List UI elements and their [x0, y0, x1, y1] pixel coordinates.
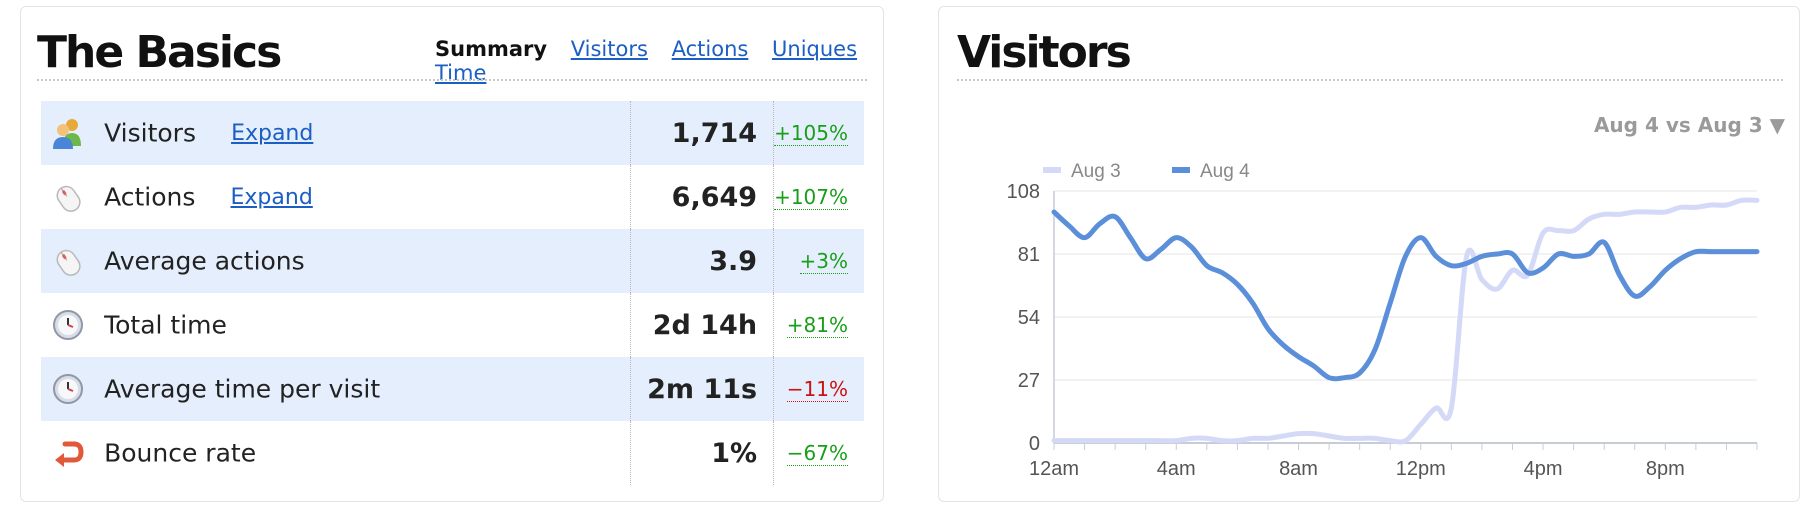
mouse-icon: [56, 249, 81, 276]
basics-nav: Summary Visitors Actions Uniques Time: [435, 37, 883, 85]
stats-table: Visitors Expand 1,714 +105% Actions Expa…: [41, 101, 864, 485]
clock-icon: [53, 374, 83, 404]
visitors-panel: Visitors Aug 4 vs Aug 3 ▼ 0 27 54 81 108 12am…: [938, 6, 1800, 502]
y-tick-label: 54: [1018, 307, 1040, 329]
expand-visitors-link[interactable]: Expand: [231, 120, 314, 146]
row-value: 3.9: [630, 229, 775, 293]
the-basics-panel: The Basics Summary Visitors Actions Uniq…: [20, 6, 884, 502]
date-compare-dropdown[interactable]: Aug 4 vs Aug 3 ▼: [1593, 113, 1785, 137]
nav-time-link[interactable]: Time: [435, 61, 487, 85]
legend-label: Aug 4: [1200, 161, 1250, 182]
users-icon: [53, 119, 81, 149]
nav-summary[interactable]: Summary: [435, 37, 548, 61]
stat-row-total-time: Total time 2d 14h +81%: [41, 293, 864, 357]
nav-actions-link[interactable]: Actions: [671, 37, 749, 61]
stat-row-average-time: Average time per visit 2m 11s −11%: [41, 357, 864, 421]
y-tick-label: 108: [1007, 181, 1040, 203]
row-value: 1%: [630, 421, 775, 485]
row-label: Average time per visit: [104, 374, 381, 404]
bounce-arrow-icon: [55, 441, 84, 467]
y-tick-label: 0: [1029, 433, 1040, 455]
legend-label: Aug 3: [1071, 161, 1121, 182]
row-label: Visitors: [104, 118, 196, 148]
panel-title: Visitors: [957, 27, 1132, 78]
x-tick-label: 8am: [1279, 458, 1318, 480]
row-change: +107%: [774, 185, 848, 210]
nav-uniques-link[interactable]: Uniques: [772, 37, 858, 61]
row-label: Bounce rate: [104, 438, 257, 468]
stat-row-visitors: Visitors Expand 1,714 +105%: [41, 101, 864, 165]
stat-row-actions: Actions Expand 6,649 +107%: [41, 165, 864, 229]
clock-icon: [53, 310, 83, 340]
x-tick-label: 4am: [1157, 458, 1196, 480]
row-label: Average actions: [104, 246, 305, 276]
row-change: +81%: [786, 313, 848, 338]
expand-actions-link[interactable]: Expand: [230, 184, 313, 210]
row-value: 2m 11s: [630, 357, 775, 421]
row-change: −67%: [786, 441, 848, 466]
x-tick-label: 12am: [1029, 458, 1079, 480]
title-divider: [957, 79, 1783, 81]
x-tick-label: 12pm: [1396, 458, 1446, 480]
visitors-line-chart: 0 27 54 81 108 12am 4am 8am 12pm 4pm 8pm Aug 3 Aug 4: [1007, 161, 1760, 480]
row-change: +3%: [799, 249, 848, 274]
series-line-aug-3: [1051, 197, 1760, 445]
row-value: 2d 14h: [630, 293, 775, 357]
title-divider: [37, 79, 867, 81]
row-label: Total time: [104, 310, 227, 340]
series-line-aug-4: [1051, 209, 1760, 382]
x-tick-label: 8pm: [1646, 458, 1685, 480]
stat-row-average-actions: Average actions 3.9 +3%: [41, 229, 864, 293]
row-change: +105%: [774, 121, 848, 146]
row-label: Actions: [104, 182, 196, 212]
y-tick-label: 27: [1018, 370, 1040, 392]
panel-title: The Basics: [37, 27, 282, 78]
stat-row-bounce-rate: Bounce rate 1% −67%: [41, 421, 864, 485]
row-value: 1,714: [630, 101, 775, 165]
row-change: −11%: [786, 377, 848, 402]
x-tick-label: 4pm: [1524, 458, 1563, 480]
mouse-icon: [56, 185, 81, 212]
y-tick-label: 81: [1018, 244, 1040, 266]
nav-visitors-link[interactable]: Visitors: [570, 37, 648, 61]
row-value: 6,649: [630, 165, 775, 229]
